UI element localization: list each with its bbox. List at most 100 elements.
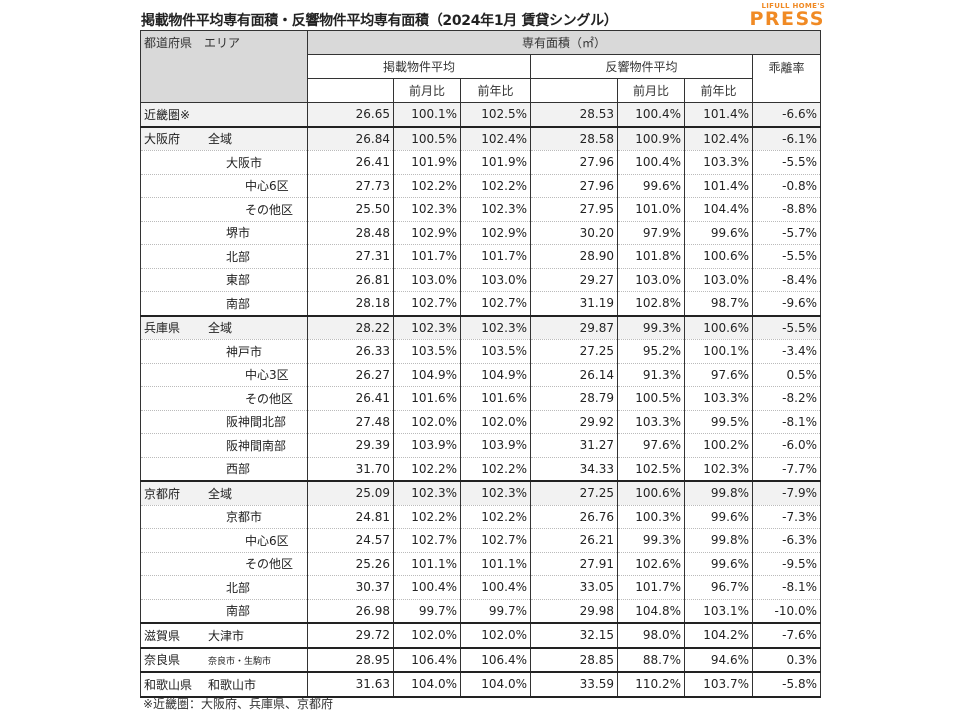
gap-rate-cell: -0.8%: [752, 174, 821, 198]
listed-average-cell: 29.39: [307, 433, 394, 458]
listed-mom-cell: 102.2%: [393, 457, 461, 482]
gap-rate-cell: -7.7%: [752, 457, 821, 482]
response-yoy-cell: 100.2%: [684, 433, 753, 458]
table-row: 中心6区 24.57 102.7% 102.7% 26.21 99.3% 99.8% -6.3…: [140, 528, 821, 553]
listed-yoy-cell: 102.4%: [460, 125, 531, 151]
response-mom-cell: 100.6%: [617, 480, 685, 506]
area-cell: 堺市: [140, 221, 308, 245]
table-row: 東部 26.81 103.0% 103.0% 29.27 103.0% 103.0% -8.4…: [140, 268, 821, 292]
response-mom-cell: 101.7%: [617, 575, 685, 600]
response-mom-cell: 95.2%: [617, 339, 685, 364]
response-yoy-cell: 102.3%: [684, 457, 753, 482]
response-mom-cell: 98.0%: [617, 622, 685, 648]
response-yoy-cell: 100.6%: [684, 244, 753, 269]
listed-average-cell: 26.81: [307, 268, 394, 292]
response-mom-cell: 103.0%: [617, 268, 685, 292]
area-label: 南部: [226, 296, 251, 311]
listed-mom-cell: 102.3%: [393, 197, 461, 222]
table-row: 北部 27.31 101.7% 101.7% 28.90 101.8% 100.6% -5.5…: [140, 244, 821, 269]
table-row: 中心3区 26.27 104.9% 104.9% 26.14 91.3% 97.6% 0.5%: [140, 363, 821, 387]
table-row: その他区 26.41 101.6% 101.6% 28.79 100.5% 103.3% -8…: [140, 386, 821, 411]
gap-rate-cell: -7.3%: [752, 505, 821, 529]
response-mom-cell: 88.7%: [617, 646, 685, 673]
response-mom-cell: 91.3%: [617, 363, 685, 387]
response-average-cell: 27.96: [530, 174, 618, 198]
response-average-cell: 32.15: [530, 622, 618, 648]
table-row: 阪神間南部 29.39 103.9% 103.9% 31.27 97.6% 100.2% -6…: [140, 433, 821, 458]
response-average-cell: 31.19: [530, 291, 618, 316]
area-cell: 北部: [140, 575, 308, 600]
table-row: 奈良県 奈良市・生駒市 28.95 106.4% 106.4% 28.85 88.7% 94.…: [140, 646, 821, 673]
response-yoy-cell: 103.1%: [684, 599, 753, 624]
area-cell: 中心6区: [140, 174, 308, 198]
listed-average-cell: 28.18: [307, 291, 394, 316]
area-label: 南部: [226, 604, 251, 619]
table-row: 神戸市 26.33 103.5% 103.5% 27.25 95.2% 100.1% -3.4…: [140, 339, 821, 364]
table-row: その他区 25.50 102.3% 102.3% 27.95 101.0% 104.4% -8…: [140, 197, 821, 222]
response-yoy-cell: 101.4%: [684, 174, 753, 198]
gap-rate-cell: -6.1%: [752, 125, 821, 151]
gap-rate-cell: -10.0%: [752, 599, 821, 624]
response-average-cell: 29.98: [530, 599, 618, 624]
listed-mom-cell: 102.3%: [393, 480, 461, 506]
listed-mom-cell: 102.0%: [393, 622, 461, 648]
listed-yoy-cell: 102.3%: [460, 480, 531, 506]
listed-yoy-cell: 104.9%: [460, 363, 531, 387]
table-row: 西部 31.70 102.2% 102.2% 34.33 102.5% 102.3% -7.7…: [140, 457, 821, 482]
listed-mom-cell: 103.9%: [393, 433, 461, 458]
response-average-cell: 33.05: [530, 575, 618, 600]
response-mom-cell: 110.2%: [617, 671, 685, 698]
listed-yoy-cell: 104.0%: [460, 671, 531, 698]
response-yoy-cell: 103.3%: [684, 386, 753, 411]
response-yoy-cell: 104.2%: [684, 622, 753, 648]
area-label: その他区: [245, 391, 294, 406]
response-yoy-cell: 99.8%: [684, 480, 753, 506]
listed-yoy-cell: 103.5%: [460, 339, 531, 364]
table-row: 中心6区 27.73 102.2% 102.2% 27.96 99.6% 101.4% -0.…: [140, 174, 821, 198]
table-row: 大阪市 26.41 101.9% 101.9% 27.96 100.4% 103.3% -5.…: [140, 150, 821, 175]
listed-mom-cell: 99.7%: [393, 599, 461, 624]
prefecture-label: 大阪府: [144, 132, 181, 147]
area-label: 阪神間南部: [226, 438, 287, 453]
response-yoy-cell: 99.6%: [684, 552, 753, 576]
listed-mom-cell: 104.9%: [393, 363, 461, 387]
table-row: 南部 28.18 102.7% 102.7% 31.19 102.8% 98.7% -9.6%: [140, 291, 821, 316]
listed-mom-cell: 101.9%: [393, 150, 461, 175]
prefecture-label: 奈良県: [144, 653, 181, 668]
listed-average-cell: 26.27: [307, 363, 394, 387]
listed-yoy-cell: 102.2%: [460, 174, 531, 198]
listed-mom-cell: 102.2%: [393, 505, 461, 529]
area-label: 京都市: [226, 510, 263, 525]
area-cell: 阪神間北部: [140, 410, 308, 434]
listed-mom-cell: 102.9%: [393, 221, 461, 245]
listed-yoy-cell: 101.7%: [460, 244, 531, 269]
listed-average-cell: 26.98: [307, 599, 394, 624]
header-listed-mom: 前月比: [393, 78, 461, 103]
listed-average-cell: 26.41: [307, 386, 394, 411]
area-label: 北部: [226, 249, 251, 264]
area-label: 大阪市: [226, 155, 263, 170]
listed-average-cell: 26.65: [307, 102, 394, 127]
listed-average-cell: 25.50: [307, 197, 394, 222]
gap-rate-cell: -9.5%: [752, 552, 821, 576]
listed-mom-cell: 100.1%: [393, 102, 461, 127]
response-average-cell: 28.85: [530, 646, 618, 673]
area-label: 西部: [226, 462, 251, 477]
table-body: 近畿圏※ 26.65 100.1% 102.5% 28.53 100.4% 101.4% -6…: [140, 102, 821, 698]
response-yoy-cell: 104.4%: [684, 197, 753, 222]
area-label: 全域: [208, 132, 233, 147]
listed-mom-cell: 101.1%: [393, 552, 461, 576]
listed-yoy-cell: 102.0%: [460, 622, 531, 648]
table-row: その他区 25.26 101.1% 101.1% 27.91 102.6% 99.6% -9.…: [140, 552, 821, 576]
response-yoy-cell: 99.8%: [684, 528, 753, 553]
listed-yoy-cell: 101.6%: [460, 386, 531, 411]
listed-average-cell: 24.81: [307, 505, 394, 529]
response-yoy-cell: 103.7%: [684, 671, 753, 698]
listed-mom-cell: 100.4%: [393, 575, 461, 600]
response-mom-cell: 102.5%: [617, 457, 685, 482]
response-yoy-cell: 100.6%: [684, 314, 753, 340]
response-yoy-cell: 99.6%: [684, 505, 753, 529]
response-mom-cell: 97.6%: [617, 433, 685, 458]
area-cell: 近畿圏※: [140, 102, 308, 127]
listed-mom-cell: 106.4%: [393, 646, 461, 673]
